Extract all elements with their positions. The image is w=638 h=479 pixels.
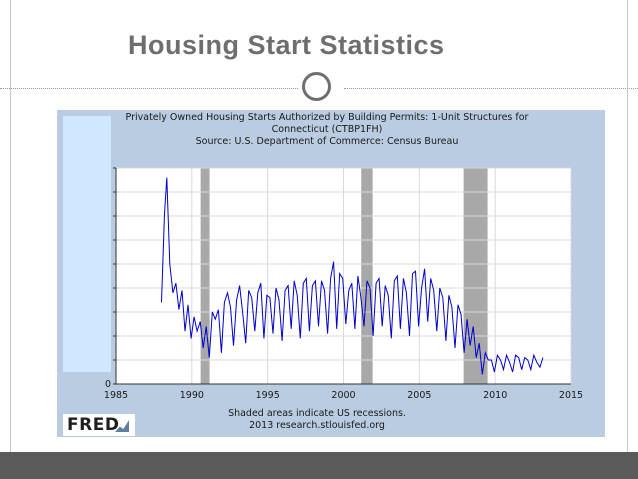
slide-frame-right xyxy=(627,0,628,452)
x-tick-label-2000: 2000 xyxy=(331,390,355,401)
fred-chart: 1985 1990 1995 2000 2005 2010 2015 0 Privately … xyxy=(57,110,605,437)
chart-source-line: Source: U.S. Department of Commerce: Cen… xyxy=(195,136,459,147)
circle-ornament-icon xyxy=(302,72,331,101)
title-divider-left xyxy=(0,88,298,89)
x-tick-label-2005: 2005 xyxy=(407,390,431,401)
x-tick-label-1995: 1995 xyxy=(256,390,280,401)
x-tick-label-1990: 1990 xyxy=(180,390,204,401)
chart-title-line-1: Privately Owned Housing Starts Authorize… xyxy=(125,112,529,123)
x-tick-label-2015: 2015 xyxy=(559,390,583,401)
chart-title-line-2: Connecticut (CTBP1FH) xyxy=(271,124,383,135)
recession-band-3 xyxy=(463,168,488,384)
x-tick-label-1985: 1985 xyxy=(104,390,128,401)
chart-footer: Shaded areas indicate US recessions. 201… xyxy=(197,408,437,432)
slide-frame-left xyxy=(10,0,11,452)
recession-band-1 xyxy=(200,168,210,384)
chart-left-strip xyxy=(63,116,111,372)
recession-note: Shaded areas indicate US recessions. xyxy=(228,408,406,419)
recession-band-2 xyxy=(361,168,373,384)
y-tick-label-0: 0 xyxy=(105,379,111,390)
chart-title: Privately Owned Housing Starts Authorize… xyxy=(117,112,537,148)
chart-plot: 1985 1990 1995 2000 2005 2010 2015 0 xyxy=(63,116,583,401)
series-line-ctbp1fh xyxy=(161,177,544,375)
slide-title: Housing Start Statistics xyxy=(128,30,445,60)
chart-source-url: 2013 research.stlouisfed.org xyxy=(249,420,385,431)
title-divider-right xyxy=(344,88,638,89)
slide-footer-bar xyxy=(0,452,638,479)
fred-logo: FRED xyxy=(63,414,135,436)
x-tick-label-2010: 2010 xyxy=(483,390,507,401)
